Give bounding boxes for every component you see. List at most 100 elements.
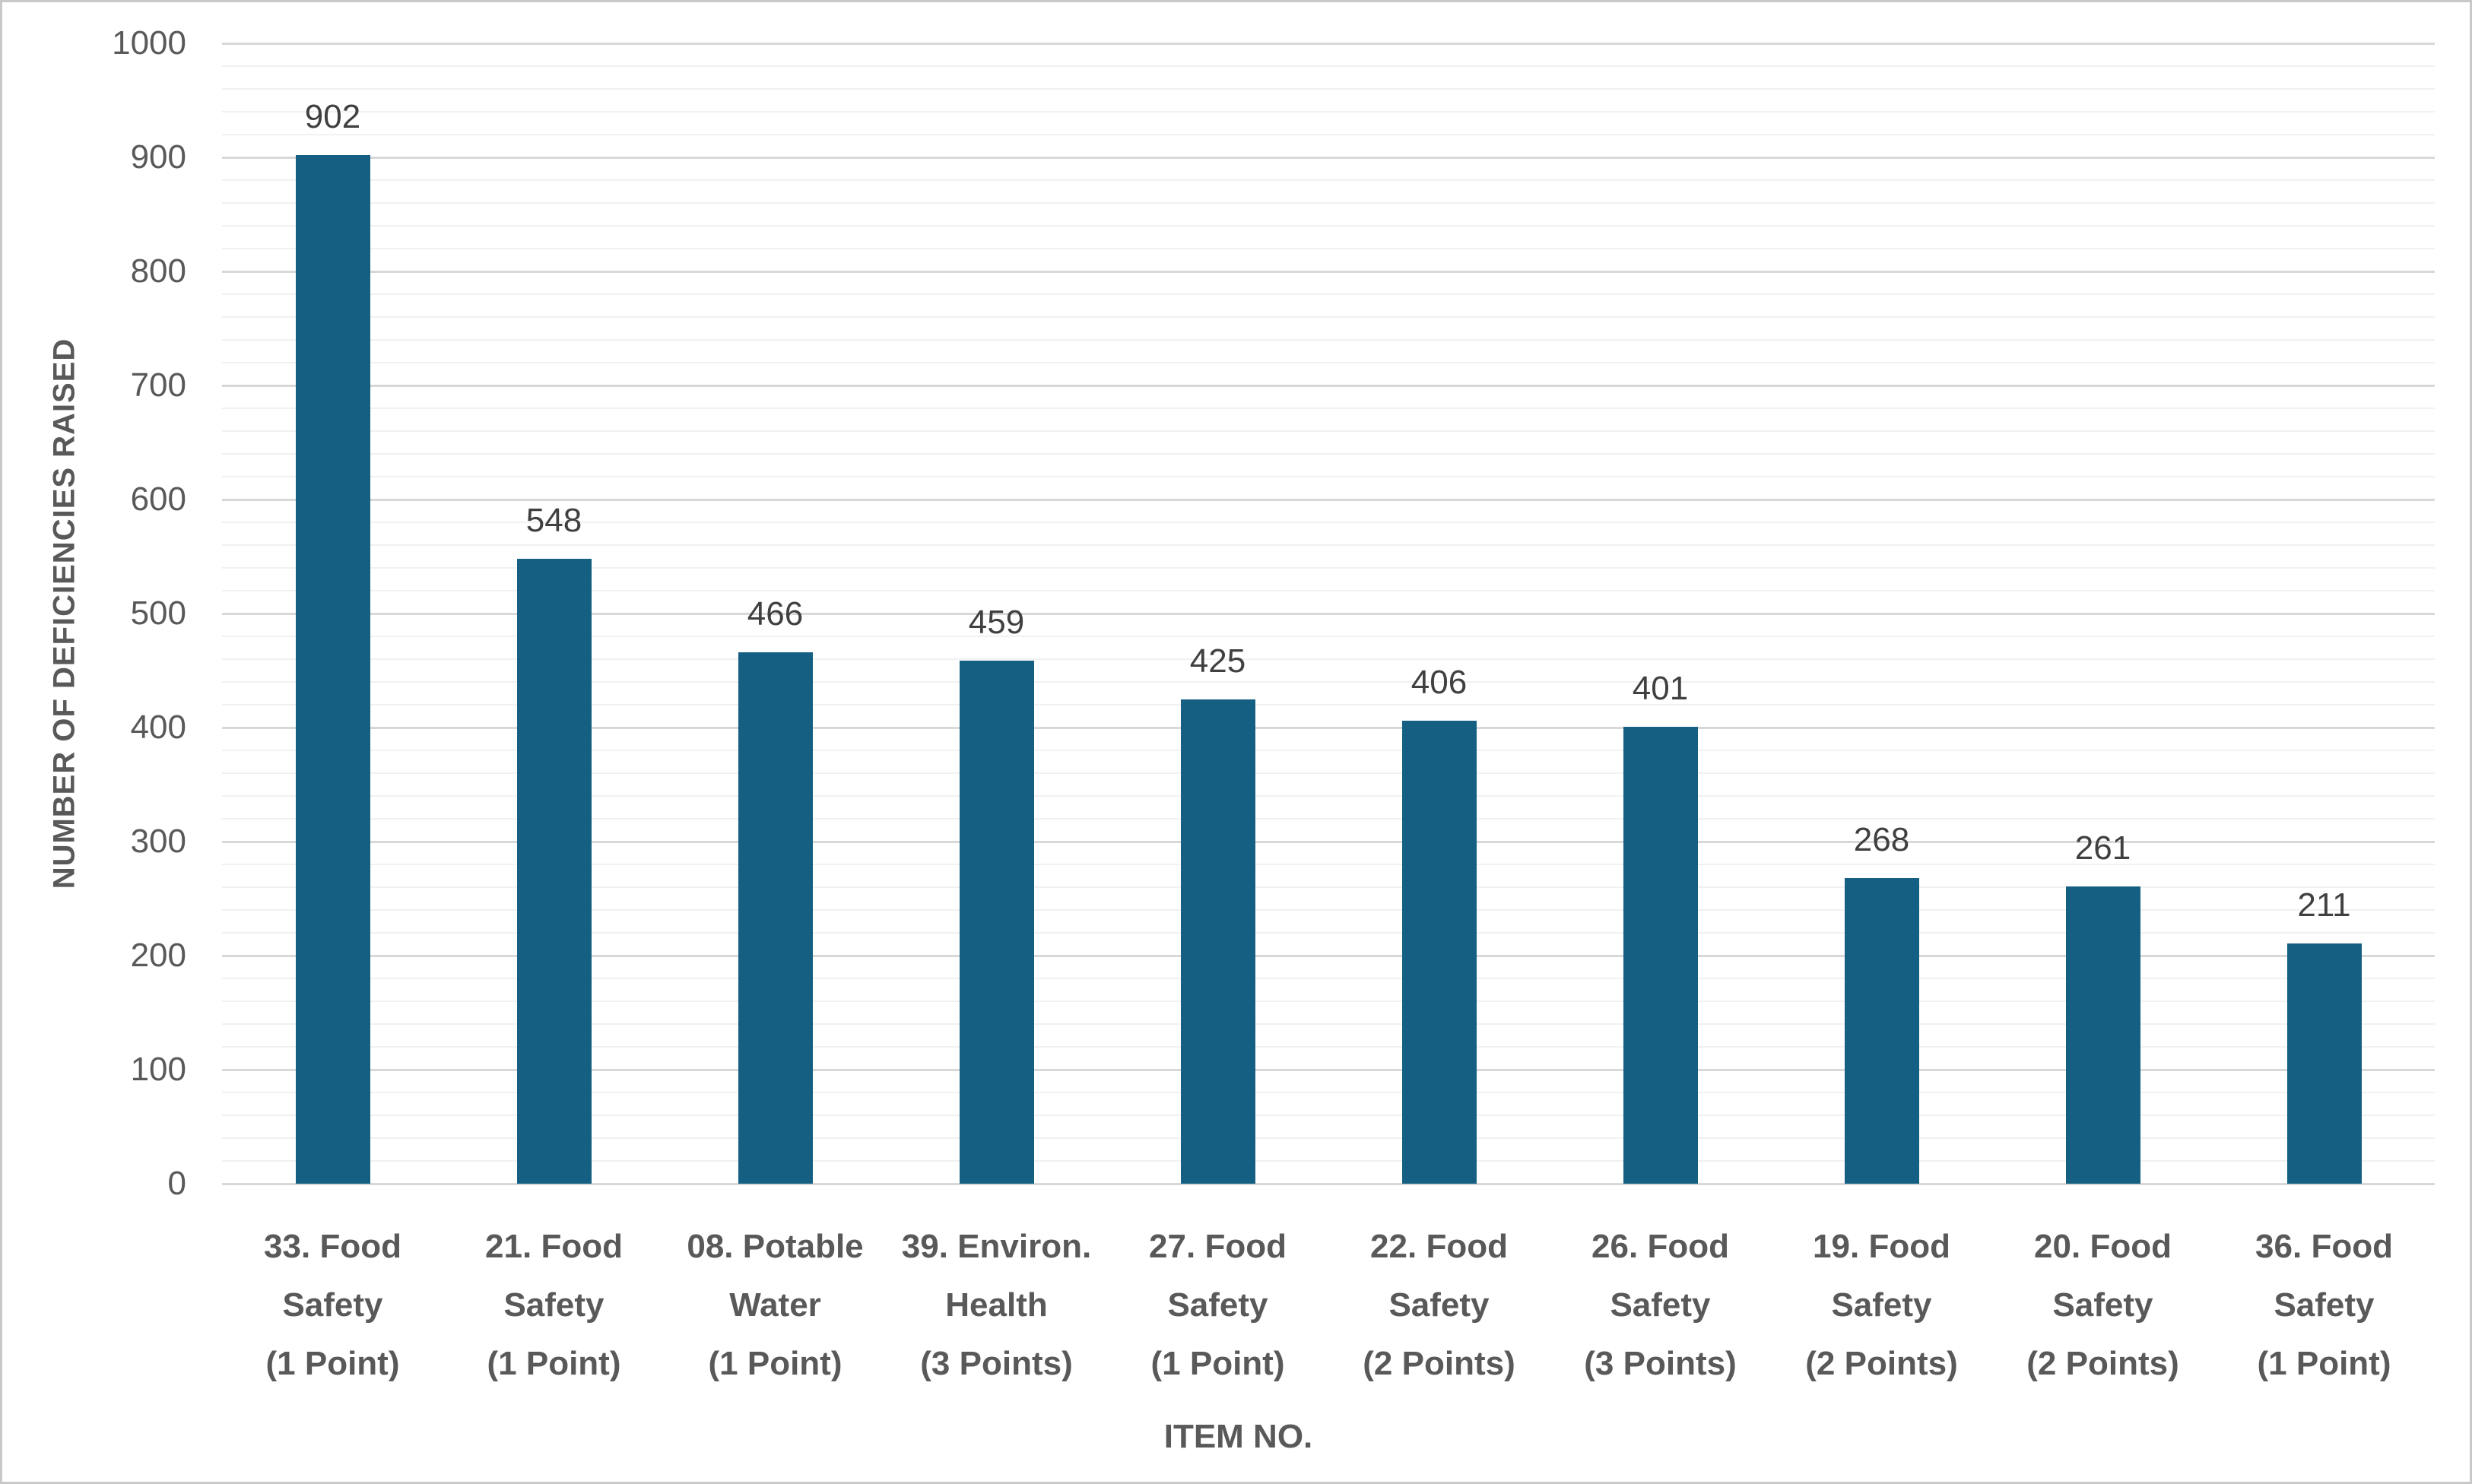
x-category-label: 33. Food Safety (1 Point) [222, 1217, 443, 1393]
x-category-label-line: Safety [2052, 1286, 2153, 1324]
major-gridline [222, 270, 2435, 273]
x-category-label-line: 33. Food [264, 1228, 401, 1265]
bar-value-label: 261 [2074, 829, 2131, 867]
bar-item-8 [1844, 878, 1919, 1184]
minor-gridline [222, 202, 2435, 204]
y-tick-label: 700 [130, 366, 186, 404]
minor-gridline [222, 88, 2435, 90]
minor-gridline [222, 1092, 2435, 1093]
bar-value-label: 401 [1632, 669, 1689, 707]
bar-value-label: 211 [2297, 886, 2351, 924]
x-category-label-line: Safety [503, 1286, 605, 1324]
plot-area: 902 548 466 459 425 406 401 268 261 211 [222, 42, 2435, 1185]
bar-item-3 [738, 652, 813, 1184]
bar-item-10 [2286, 943, 2362, 1184]
x-category-label-line: Safety [2274, 1286, 2375, 1324]
x-category-label-line: Health [945, 1286, 1048, 1324]
minor-gridline [222, 1160, 2435, 1162]
minor-gridline [222, 248, 2435, 249]
x-category-label: 19. Food Safety (2 Points) [1771, 1217, 1992, 1393]
major-gridline [222, 156, 2435, 159]
x-category-label-line: (1 Point) [1150, 1345, 1285, 1382]
x-category-label-line: Water [729, 1286, 821, 1324]
minor-gridline [222, 909, 2435, 911]
bar-value-label: 425 [1189, 642, 1246, 680]
minor-gridline [222, 430, 2435, 432]
y-tick-label: 300 [130, 823, 186, 860]
major-gridline [222, 612, 2435, 615]
y-tick-label: 100 [130, 1051, 186, 1088]
x-axis-title: ITEM NO. [1163, 1418, 1313, 1455]
minor-gridline [222, 795, 2435, 797]
bar-value-label: 902 [304, 98, 361, 135]
minor-gridline [222, 750, 2435, 751]
minor-gridline [222, 544, 2435, 546]
minor-gridline [222, 1000, 2435, 1002]
x-category-label-line: 20. Food [2034, 1228, 2172, 1265]
minor-gridline [222, 567, 2435, 569]
minor-gridline [222, 407, 2435, 409]
minor-gridline [222, 339, 2435, 341]
minor-gridline [222, 111, 2435, 113]
minor-gridline [222, 636, 2435, 637]
bar-value-label: 459 [968, 603, 1025, 641]
x-category-label: 21. Food Safety (1 Point) [443, 1217, 665, 1393]
x-category-label-line: Safety [282, 1286, 383, 1324]
y-tick-label: 400 [130, 709, 186, 746]
x-category-label-line: (1 Point) [265, 1345, 400, 1382]
x-category-label-line: 39. Environ. [901, 1228, 1092, 1265]
y-tick-label: 500 [130, 595, 186, 632]
minor-gridline [222, 932, 2435, 934]
minor-gridline [222, 476, 2435, 477]
minor-gridline [222, 316, 2435, 318]
x-category-label-line: 19. Food [1813, 1228, 1950, 1265]
bar-item-7 [1623, 726, 1698, 1184]
minor-gridline [222, 1046, 2435, 1048]
x-category-label-line: 26. Food [1591, 1228, 1729, 1265]
major-gridline [222, 498, 2435, 501]
x-category-label-line: 08. Potable [687, 1228, 864, 1265]
major-gridline [222, 384, 2435, 387]
x-category-label-line: (3 Points) [920, 1345, 1073, 1382]
minor-gridline [222, 590, 2435, 591]
y-tick-label: 800 [130, 252, 186, 290]
x-category-label-line: Safety [1167, 1286, 1268, 1324]
minor-gridline [222, 978, 2435, 979]
minor-gridline [222, 179, 2435, 181]
major-gridline [222, 840, 2435, 843]
bar-item-9 [2065, 886, 2140, 1184]
bar-value-label: 548 [525, 502, 582, 539]
x-category-label-line: (1 Point) [2257, 1345, 2391, 1382]
x-category-label-line: 36. Food [2255, 1228, 2393, 1265]
minor-gridline [222, 134, 2435, 135]
minor-gridline [222, 704, 2435, 706]
bar-item-6 [1401, 721, 1477, 1184]
y-tick-label: 0 [167, 1165, 186, 1202]
minor-gridline [222, 1115, 2435, 1116]
x-category-label-line: (1 Point) [708, 1345, 843, 1382]
minor-gridline [222, 1023, 2435, 1025]
bar-value-label: 406 [1411, 664, 1468, 701]
x-category-label: 36. Food Safety (1 Point) [2213, 1217, 2435, 1393]
x-category-label-line: (2 Points) [1805, 1345, 1958, 1382]
bar-value-label: 466 [747, 595, 804, 633]
minor-gridline [222, 772, 2435, 774]
major-gridline [222, 954, 2435, 957]
y-tick-label: 1000 [112, 24, 186, 62]
x-category-label-line: (2 Points) [2026, 1345, 2179, 1382]
major-gridline [222, 1068, 2435, 1071]
major-gridline [222, 42, 2435, 45]
minor-gridline [222, 658, 2435, 660]
minor-gridline [222, 362, 2435, 363]
x-category-label-line: (1 Point) [487, 1345, 621, 1382]
minor-gridline [222, 293, 2435, 295]
x-category-label-line: Safety [1610, 1286, 1711, 1324]
x-category-label-line: 21. Food [485, 1228, 623, 1265]
minor-gridline [222, 681, 2435, 683]
x-category-label: 20. Food Safety (2 Points) [1992, 1217, 2213, 1393]
minor-gridline [222, 522, 2435, 523]
y-tick-label: 900 [130, 138, 186, 176]
bar-item-2 [516, 559, 592, 1184]
minor-gridline [222, 818, 2435, 820]
